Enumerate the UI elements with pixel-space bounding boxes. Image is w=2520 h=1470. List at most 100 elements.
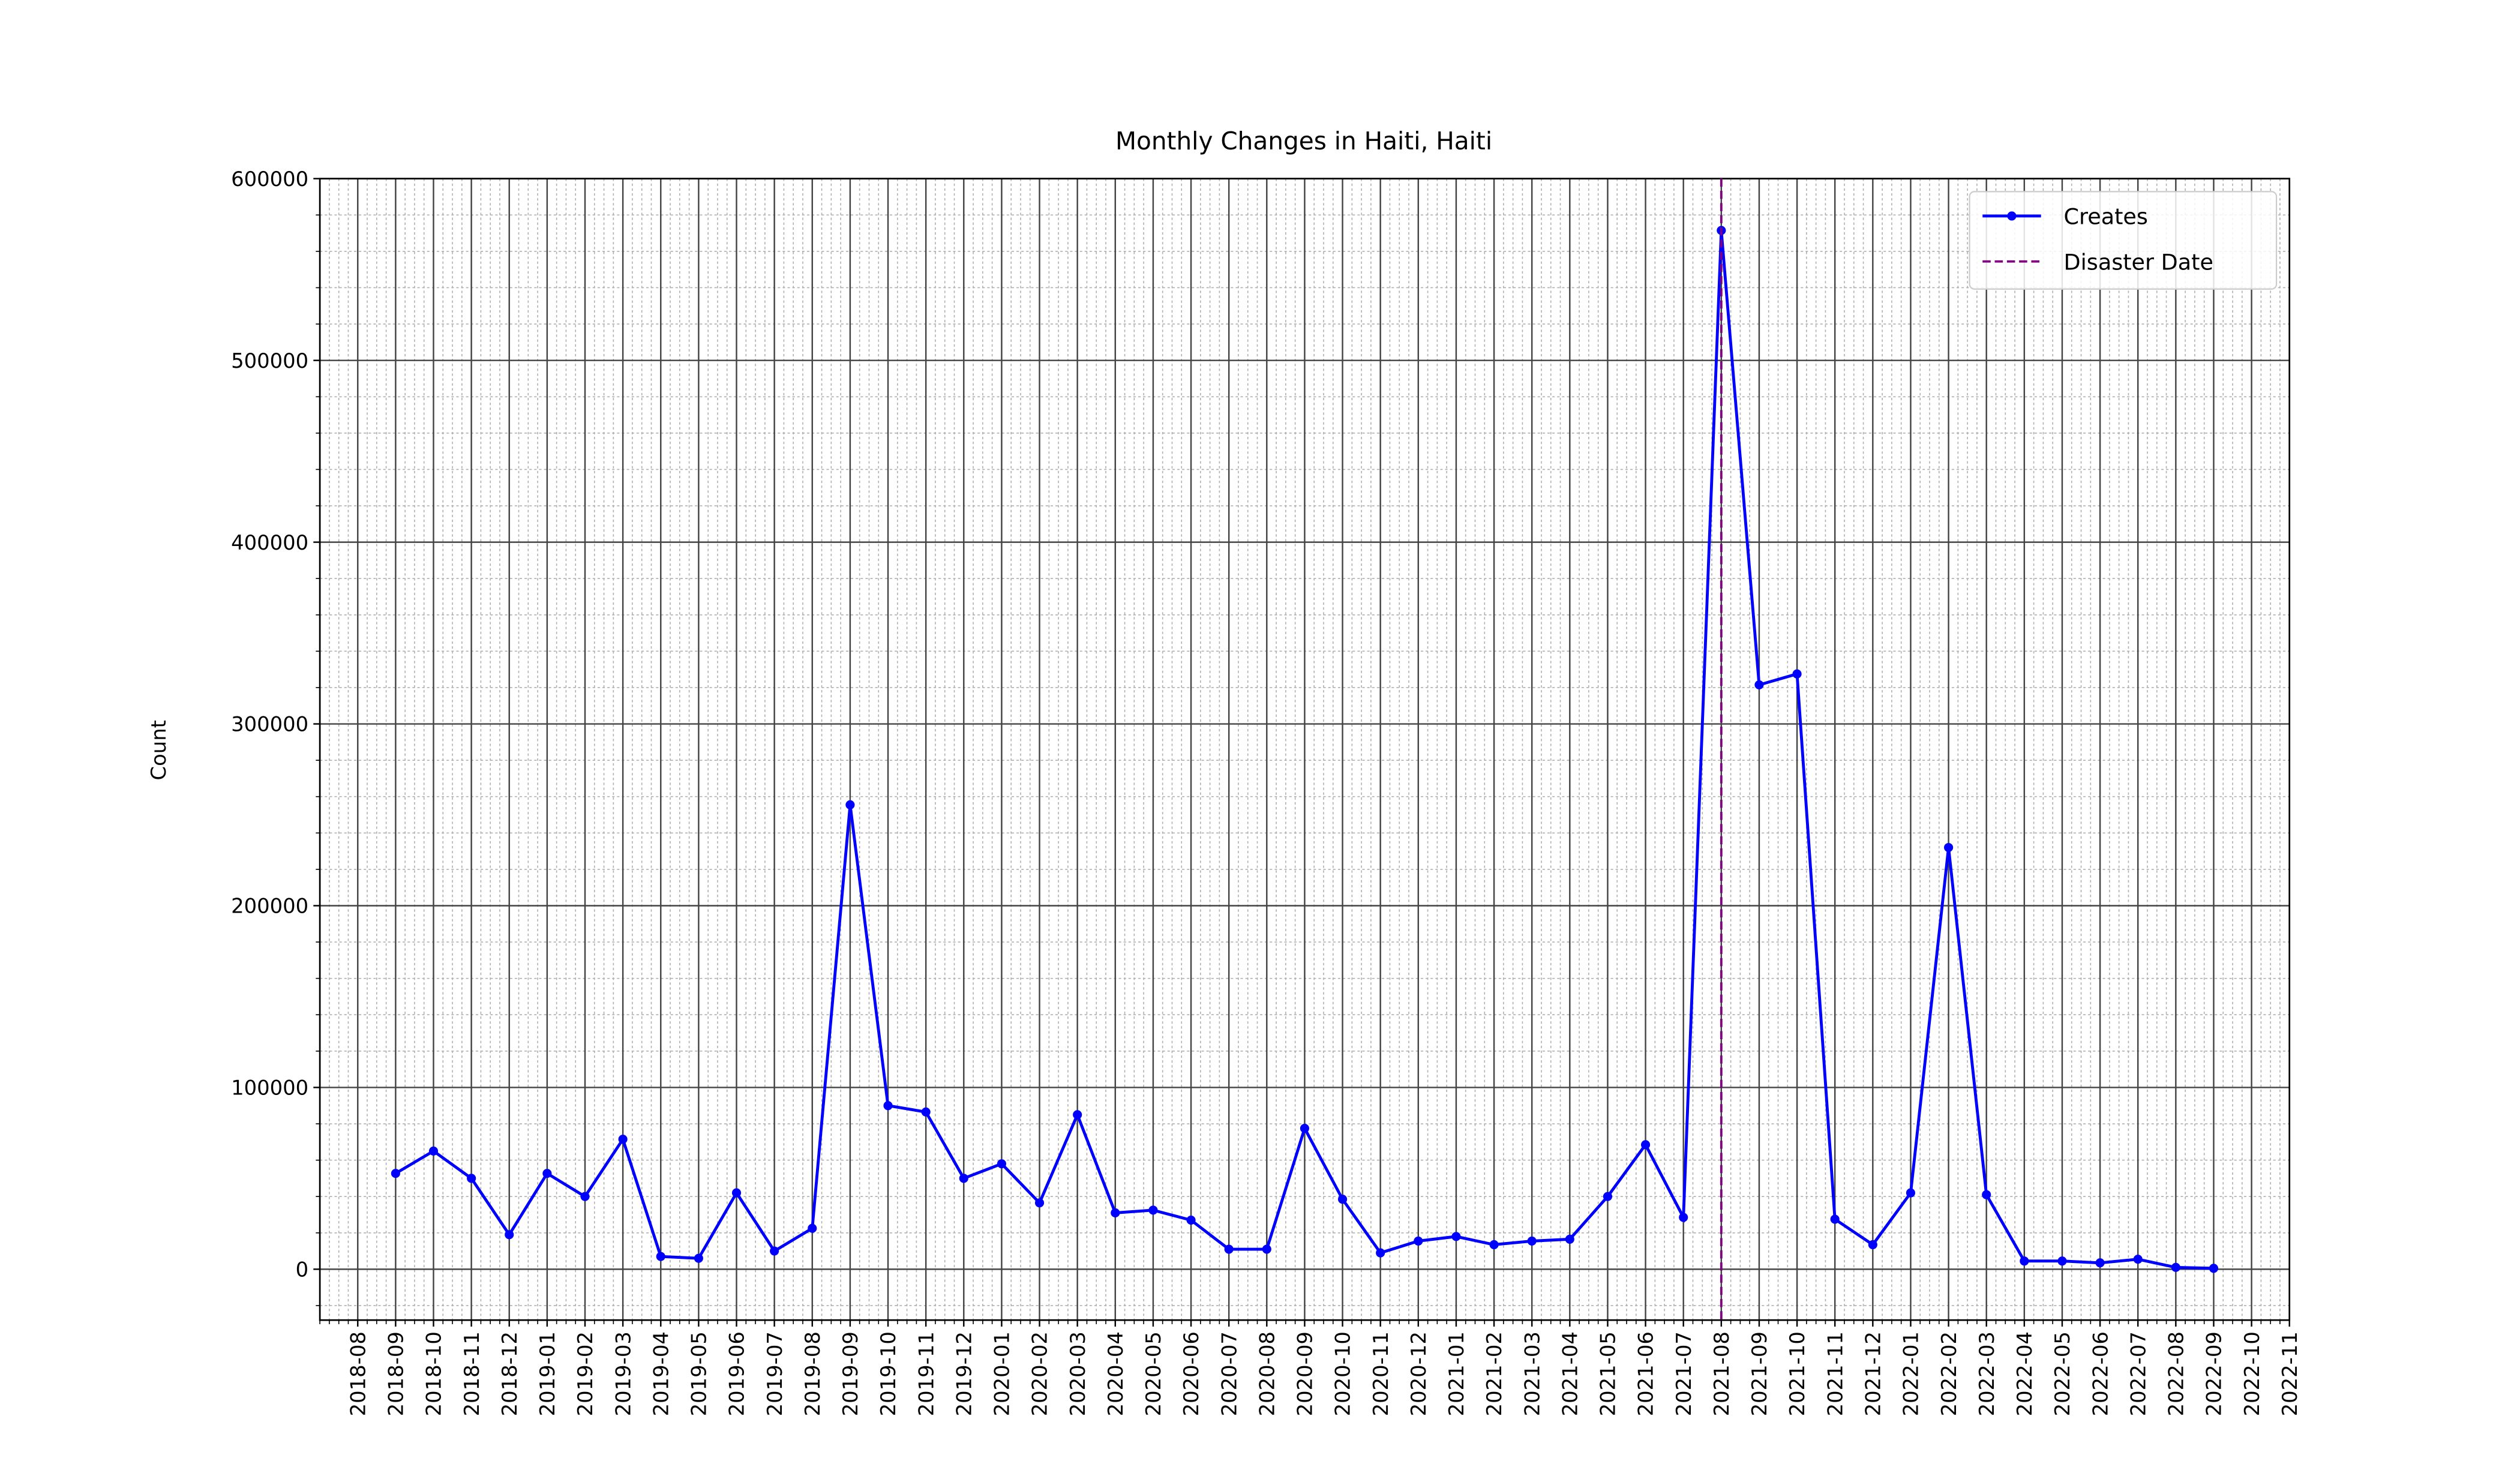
x-tick-label: 2019-04: [649, 1331, 673, 1416]
data-point: [1754, 680, 1764, 689]
x-tick-label: 2019-06: [725, 1331, 749, 1416]
data-point: [2171, 1262, 2180, 1272]
x-tick-label: 2018-11: [460, 1331, 484, 1416]
data-point: [656, 1252, 665, 1261]
data-point: [1792, 669, 1802, 679]
data-point: [959, 1174, 968, 1183]
data-point: [2095, 1258, 2105, 1268]
x-tick-label: 2018-08: [346, 1331, 370, 1416]
x-tick-label: 2022-10: [2240, 1331, 2264, 1416]
plot-frame: [319, 178, 2291, 1321]
x-tick-label: 2020-10: [1331, 1331, 1355, 1416]
data-point: [2133, 1255, 2143, 1264]
y-tick-label: 500000: [231, 349, 308, 373]
data-point: [1565, 1234, 1574, 1244]
data-point: [694, 1253, 703, 1263]
y-tick-label: 400000: [231, 531, 308, 554]
x-tick-label: 2022-01: [1900, 1331, 1923, 1416]
data-point: [1376, 1248, 1385, 1258]
x-tick-label: 2020-12: [1407, 1331, 1430, 1416]
x-tick-label: 2020-05: [1142, 1331, 1165, 1416]
x-tick-label: 2019-01: [536, 1331, 559, 1416]
x-tick-label: 2020-02: [1028, 1331, 1052, 1416]
x-tick-label: 2022-07: [2126, 1331, 2150, 1416]
x-tick-label: 2020-09: [1294, 1331, 1317, 1416]
x-tick-label: 2018-12: [498, 1331, 521, 1416]
data-point: [505, 1230, 514, 1240]
x-tick-label: 2019-07: [763, 1331, 787, 1416]
x-tick-label: 2022-08: [2165, 1331, 2188, 1416]
data-point: [467, 1174, 476, 1183]
x-tick-label: 2022-11: [2278, 1331, 2302, 1416]
x-tick-label: 2021-05: [1597, 1331, 1620, 1416]
data-point: [1982, 1190, 1991, 1199]
x-tick-label: 2021-10: [1786, 1331, 1809, 1416]
x-tick-label: 2019-11: [914, 1331, 938, 1416]
x-tick-label: 2019-09: [839, 1331, 862, 1416]
x-tick-label: 2021-04: [1558, 1331, 1582, 1416]
data-point: [808, 1223, 817, 1233]
data-point: [1868, 1240, 1877, 1250]
legend-marker: [2007, 211, 2017, 221]
x-tick-label: 2022-05: [2051, 1331, 2074, 1416]
x-tick-label: 2021-06: [1634, 1331, 1658, 1416]
data-point: [1224, 1244, 1234, 1254]
data-point: [542, 1169, 552, 1178]
x-tick-label: 2022-04: [2013, 1331, 2036, 1416]
x-tick-label: 2021-12: [1862, 1331, 1885, 1416]
data-point: [1414, 1236, 1423, 1246]
data-point: [1034, 1198, 1045, 1208]
x-tick-label: 2021-03: [1520, 1331, 1544, 1416]
x-tick-label: 2022-09: [2203, 1331, 2226, 1416]
legend-label: Creates: [2064, 203, 2148, 229]
data-point: [921, 1107, 931, 1117]
data-point: [1640, 1140, 1651, 1150]
y-tick-label: 300000: [231, 713, 308, 736]
x-tick-label: 2019-02: [574, 1331, 597, 1416]
data-point: [1679, 1213, 1688, 1222]
y-axis-label: Count: [147, 720, 170, 780]
x-tick-label: 2020-07: [1217, 1331, 1241, 1416]
data-point: [1944, 842, 1954, 853]
x-tick-label: 2020-11: [1369, 1331, 1393, 1416]
data-point: [1148, 1205, 1158, 1215]
y-tick-label: 600000: [231, 167, 308, 191]
x-tick-label: 2019-08: [801, 1331, 824, 1416]
data-point: [1300, 1123, 1309, 1133]
x-tick-label: 2021-01: [1445, 1331, 1468, 1416]
data-point: [1262, 1244, 1271, 1254]
data-point: [731, 1188, 742, 1198]
data-point: [1527, 1236, 1537, 1246]
legend-box: [1969, 191, 2278, 290]
x-tick-label: 2021-02: [1483, 1331, 1506, 1416]
x-tick-label: 2021-11: [1823, 1331, 1847, 1416]
data-point: [770, 1246, 779, 1256]
data-point: [997, 1159, 1006, 1169]
data-point: [618, 1135, 628, 1144]
x-tick-label: 2020-06: [1180, 1331, 1203, 1416]
x-tick-label: 2018-09: [385, 1331, 408, 1416]
data-point: [1186, 1215, 1196, 1225]
chart-title: Monthly Changes in Haiti, Haiti: [1115, 127, 1492, 155]
x-tick-label: 2021-08: [1710, 1331, 1733, 1416]
data-point: [1451, 1232, 1461, 1241]
x-tick-label: 2022-02: [1937, 1331, 1961, 1416]
data-point: [1603, 1192, 1613, 1201]
x-tick-label: 2020-08: [1255, 1331, 1279, 1416]
legend-label: Disaster Date: [2064, 249, 2213, 275]
y-tick-label: 200000: [231, 895, 308, 918]
y-tick-label: 0: [296, 1258, 309, 1282]
x-tick-label: 2021-07: [1672, 1331, 1696, 1416]
data-point: [1111, 1208, 1120, 1218]
data-point: [428, 1146, 439, 1156]
data-point: [1489, 1240, 1499, 1250]
data-point: [580, 1192, 590, 1201]
x-tick-label: 2020-04: [1104, 1331, 1127, 1416]
data-point: [1337, 1195, 1348, 1204]
data-point: [2020, 1256, 2029, 1266]
x-tick-label: 2020-01: [991, 1331, 1014, 1416]
data-point: [2209, 1264, 2219, 1273]
data-point: [1073, 1110, 1082, 1120]
x-tick-label: 2022-03: [1975, 1331, 1999, 1416]
x-tick-label: 2019-05: [688, 1331, 711, 1416]
